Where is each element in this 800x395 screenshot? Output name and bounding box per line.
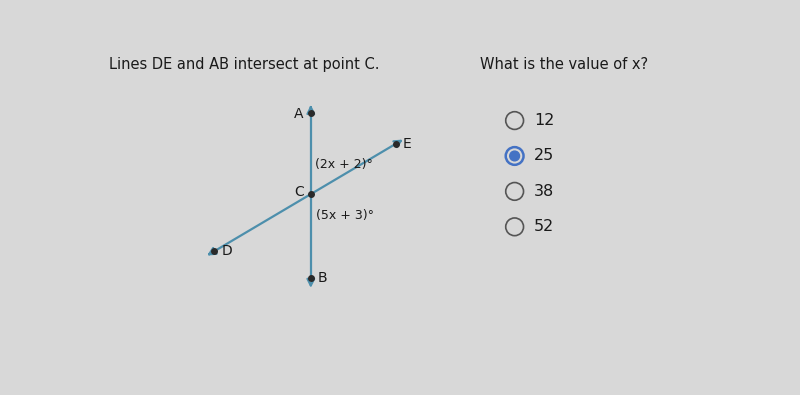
Text: D: D <box>222 244 233 258</box>
Text: C: C <box>294 185 304 199</box>
Text: E: E <box>402 137 411 151</box>
Text: B: B <box>318 271 327 285</box>
Text: 12: 12 <box>534 113 554 128</box>
Text: A: A <box>294 107 304 120</box>
Text: (2x + 2)°: (2x + 2)° <box>314 158 373 171</box>
Text: 25: 25 <box>534 149 554 164</box>
Text: What is the value of x?: What is the value of x? <box>480 57 648 72</box>
Text: Lines DE and AB intersect at point C.: Lines DE and AB intersect at point C. <box>110 57 380 72</box>
Text: (5x + 3)°: (5x + 3)° <box>316 209 374 222</box>
Text: 52: 52 <box>534 219 554 234</box>
Text: 38: 38 <box>534 184 554 199</box>
Circle shape <box>510 151 519 161</box>
